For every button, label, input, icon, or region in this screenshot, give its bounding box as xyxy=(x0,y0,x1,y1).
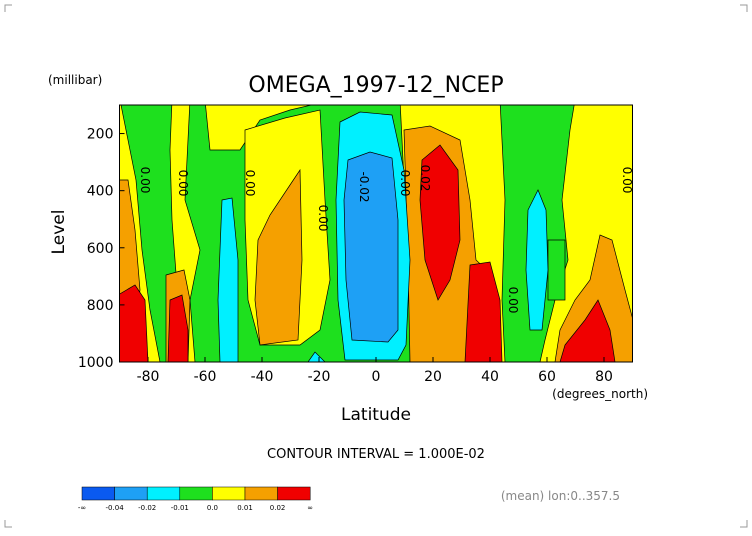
y-axis-label: Level xyxy=(49,210,69,255)
contour-region xyxy=(419,144,461,301)
contour-region xyxy=(464,261,503,362)
colorbar-box xyxy=(146,486,181,501)
contour-region xyxy=(254,168,303,346)
contour-label: 0.00 xyxy=(243,170,257,197)
y-unit: (millibar) xyxy=(48,73,102,87)
colorbar-label: -0.04 xyxy=(106,504,125,512)
x-tick-label: 60 xyxy=(538,369,556,385)
contour-label: 0.02 xyxy=(418,165,432,192)
contour-region xyxy=(119,284,149,362)
colorbar-box xyxy=(244,486,278,501)
contour-region xyxy=(120,105,179,362)
contour-region xyxy=(525,189,549,331)
chart-title: OMEGA_1997-12_NCEP xyxy=(248,73,503,98)
contour-label: -0.02 xyxy=(357,171,371,202)
contour-region xyxy=(554,234,633,362)
contour-field xyxy=(119,105,633,362)
y-tick-label: 200 xyxy=(87,127,114,143)
colorbar-label: 0.02 xyxy=(270,504,286,512)
colorbar-box xyxy=(277,486,311,501)
colorbar-box xyxy=(179,486,213,501)
contour-region xyxy=(343,151,399,343)
contour-label: 0.00 xyxy=(620,167,634,194)
colorbar-box xyxy=(114,486,148,501)
colorbar-label: 0.01 xyxy=(237,504,253,512)
contour-region xyxy=(307,351,326,362)
x-tick-label: 80 xyxy=(595,369,613,385)
x-tick-label: 40 xyxy=(481,369,499,385)
x-tick-label: -40 xyxy=(251,369,274,385)
contour-interval: CONTOUR INTERVAL = 1.000E-02 xyxy=(267,447,485,462)
x-unit: (degrees_north) xyxy=(552,387,648,401)
colorbar-label: -0.02 xyxy=(138,504,156,512)
contour-label: 0.00 xyxy=(176,170,190,197)
colorbar-box xyxy=(212,486,246,501)
colorbar-label: ∞ xyxy=(307,504,313,512)
colorbar-box xyxy=(81,486,115,501)
contour-region xyxy=(217,197,239,362)
corner-marks xyxy=(4,4,748,528)
x-tick-label: -20 xyxy=(308,369,331,385)
colorbar-label: 0.0 xyxy=(207,504,218,512)
contour-region xyxy=(547,239,566,301)
y-tick-label: 400 xyxy=(87,184,114,200)
contour-label: 0.00 xyxy=(316,205,330,232)
x-tick-label: -60 xyxy=(194,369,217,385)
y-tick-label: 600 xyxy=(87,241,114,257)
colorbar-label: -∞ xyxy=(78,504,86,512)
y-tick-label: 800 xyxy=(87,298,114,314)
colorbar-label: -0.01 xyxy=(171,504,189,512)
contour-label: 0.00 xyxy=(138,167,152,194)
footnote: (mean) lon:0..357.5 xyxy=(501,489,620,503)
x-tick-label: 20 xyxy=(424,369,442,385)
contour-region xyxy=(167,294,189,362)
contour-region xyxy=(559,299,616,362)
contour-label: 0.00 xyxy=(398,170,412,197)
contour-label: 0.00 xyxy=(506,287,520,314)
x-tick-label: 0 xyxy=(372,369,381,385)
x-axis-label: Latitude xyxy=(341,405,411,425)
x-tick-label: -80 xyxy=(137,369,160,385)
y-tick-label: 1000 xyxy=(78,355,114,371)
